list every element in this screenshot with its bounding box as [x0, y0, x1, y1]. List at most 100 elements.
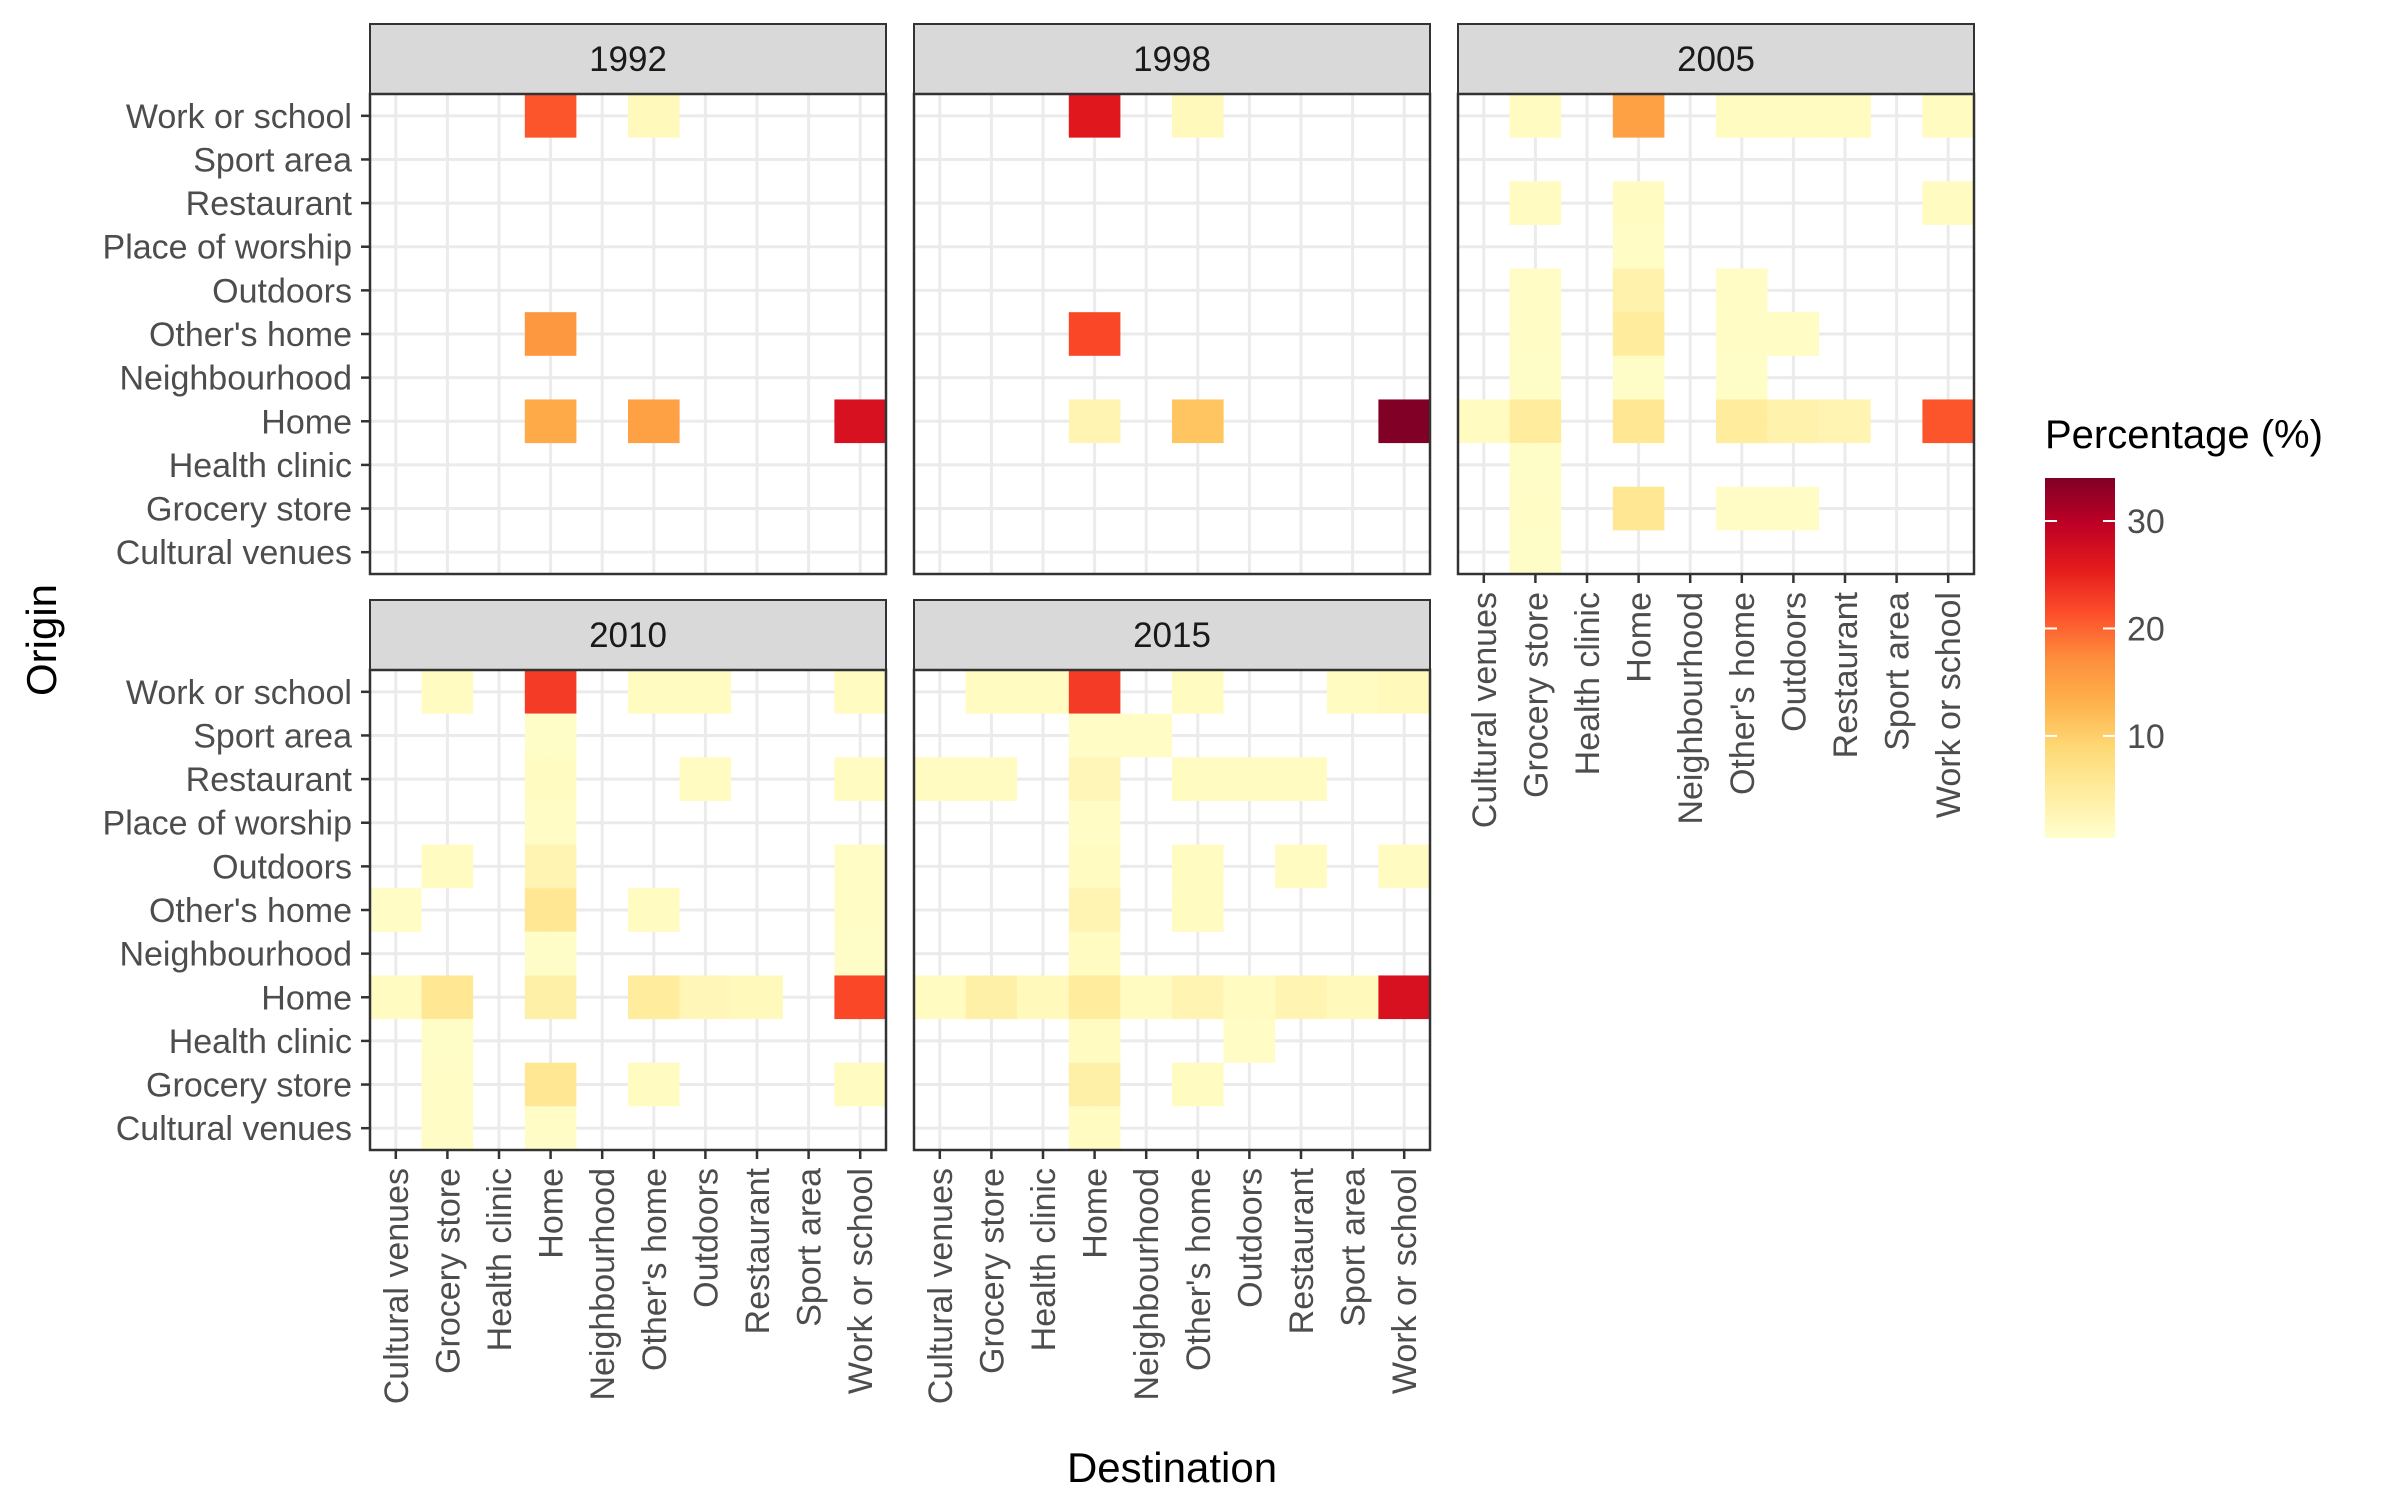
panel-border: [1456, 92, 1976, 576]
heatmap-tile-restaurant-to-cultural-venues: [914, 757, 966, 801]
facet-strip-label: 2010: [589, 616, 667, 655]
heatmap-tile-work-or-school-to-work-or-school: [1922, 94, 1974, 138]
y-tick-label: Restaurant: [186, 761, 353, 799]
facet-strip-label: 2015: [1133, 616, 1211, 655]
y-tick-label: Work or school: [126, 98, 352, 136]
x-tick-label: Work or school: [842, 1168, 880, 1394]
panel-1998: 1998: [912, 23, 1432, 576]
x-tick-label: Other's home: [636, 1168, 674, 1371]
heatmap-tile-grocery-store-to-grocery-store: [421, 1062, 474, 1107]
heatmap-tile-home-to-home: [1068, 399, 1121, 444]
y-tick-label: Neighbourhood: [119, 936, 352, 974]
heatmap-tile-restaurant-to-outdoors: [1223, 757, 1276, 801]
heatmap-tile-home-to-neighbourhood: [1120, 975, 1172, 1020]
x-axis-title: Destination: [1067, 1444, 1277, 1491]
heatmap-tile-other-s-home-to-grocery-store: [1509, 312, 1562, 356]
y-axis-title: Origin: [18, 584, 65, 696]
heatmap-tile-home-to-grocery-store: [1509, 399, 1562, 444]
heatmap-tile-cultural-venues-to-grocery-store: [421, 1106, 474, 1150]
heatmap-tile-work-or-school-to-sport-area: [1326, 670, 1379, 714]
y-tick-label: Neighbourhood: [119, 360, 352, 398]
heatmap-tile-home-to-restaurant: [1275, 975, 1327, 1020]
heatmap-tile-home-to-outdoors: [679, 975, 732, 1020]
y-tick-label: Grocery store: [146, 1067, 352, 1105]
heatmap-tile-other-s-home-to-cultural-venues: [370, 888, 422, 932]
heatmap-tile-work-or-school-to-work-or-school: [1378, 670, 1430, 714]
heatmap-tile-work-or-school-to-other-s-home: [1716, 94, 1768, 138]
heatmap-tile-neighbourhood-to-other-s-home: [1716, 355, 1768, 400]
y-tick-label: Other's home: [149, 316, 352, 354]
heatmap-tile-grocery-store-to-other-s-home: [1716, 486, 1768, 531]
heatmap-tile-grocery-store-to-outdoors: [1767, 486, 1820, 531]
x-tick-label: Sport area: [791, 1168, 829, 1327]
y-tick-label: Sport area: [193, 717, 352, 755]
y-tick-label: Work or school: [126, 674, 352, 712]
heatmap-tile-home-to-work-or-school: [834, 975, 886, 1020]
facet-strip-label: 2005: [1677, 40, 1755, 79]
y-tick-label: Restaurant: [186, 185, 353, 223]
y-tick-label: Health clinic: [169, 1023, 352, 1061]
heatmap-tile-home-to-cultural-venues: [370, 975, 422, 1020]
heatmap-tile-outdoors-to-restaurant: [1275, 844, 1327, 889]
x-tick-label: Outdoors: [687, 1168, 725, 1308]
heatmap-tile-grocery-store-to-home: [1612, 486, 1665, 531]
x-tick-label: Grocery store: [1517, 592, 1555, 798]
heatmap-tile-work-or-school-to-grocery-store: [1509, 94, 1562, 138]
heatmap-tile-home-to-other-s-home: [1716, 399, 1768, 444]
heatmap-tile-other-s-home-to-home: [1068, 312, 1121, 356]
panel-border: [912, 668, 1432, 1152]
x-tick-label: Work or school: [1930, 592, 1968, 818]
x-tick-label: Health clinic: [481, 1168, 519, 1351]
heatmap-tile-work-or-school-to-work-or-school: [834, 670, 886, 714]
heatmap-tile-sport-area-to-home: [524, 713, 577, 758]
heatmap-tile-home-to-grocery-store: [965, 975, 1018, 1020]
heatmap-tile-other-s-home-to-work-or-school: [834, 888, 886, 932]
heatmap-tile-other-s-home-to-other-s-home: [628, 888, 680, 932]
y-tick-label: Cultural venues: [116, 1110, 352, 1148]
y-tick-label: Home: [261, 979, 352, 1017]
y-tick-label: Outdoors: [212, 848, 352, 886]
x-tick-label: Restaurant: [739, 1167, 777, 1334]
heatmap-tile-cultural-venues-to-home: [524, 1106, 577, 1150]
y-tick-label: Sport area: [193, 141, 352, 179]
x-tick-label: Restaurant: [1283, 1167, 1321, 1334]
heatmap-tile-home-to-other-s-home: [1172, 975, 1224, 1020]
heatmap-tile-work-or-school-to-home: [1612, 94, 1665, 138]
heatmap-tile-home-to-work-or-school: [1378, 399, 1430, 444]
x-tick-label: Home: [1077, 1168, 1115, 1259]
heatmap-tile-home-to-home: [524, 399, 577, 444]
panels-layer: 1992 Cultural venues Grocery store Health c…: [103, 23, 1976, 1404]
facet-strip: [913, 599, 1431, 671]
x-tick-label: Health clinic: [1025, 1168, 1063, 1351]
heatmap-tile-home-to-work-or-school: [1922, 399, 1974, 444]
x-tick-label: Cultural venues: [1466, 592, 1504, 828]
x-tick-label: Neighbourhood: [1672, 592, 1710, 825]
heatmap-tile-cultural-venues-to-grocery-store: [1509, 530, 1562, 574]
heatmap-tile-home-to-home: [524, 975, 577, 1020]
heatmap-tile-outdoors-to-home: [1068, 844, 1121, 889]
heatmap-tile-outdoors-to-grocery-store: [421, 844, 474, 889]
heatmap-tile-outdoors-to-work-or-school: [1378, 844, 1430, 889]
y-tick-label: Cultural venues: [116, 534, 352, 572]
heatmap-tile-home-to-other-s-home: [628, 399, 680, 444]
heatmap-tile-home-to-cultural-venues: [1458, 399, 1510, 444]
x-tick-label: Other's home: [1724, 592, 1762, 795]
heatmap-tile-home-to-health-clinic: [1017, 975, 1069, 1020]
heatmap-tile-other-s-home-to-other-s-home: [1172, 888, 1224, 932]
heatmap-tile-work-or-school-to-restaurant: [1819, 94, 1871, 138]
heatmap-tile-restaurant-to-other-s-home: [1172, 757, 1224, 801]
heatmap-tile-other-s-home-to-other-s-home: [1716, 312, 1768, 356]
heatmap-tile-home-to-work-or-school: [834, 399, 886, 444]
heatmap-tile-neighbourhood-to-home: [1068, 931, 1121, 976]
heatmap-tile-work-or-school-to-grocery-store: [421, 670, 474, 714]
x-tick-label: Neighbourhood: [584, 1168, 622, 1401]
heatmap-tile-home-to-restaurant: [1819, 399, 1871, 444]
heatmap-tile-outdoors-to-other-s-home: [1172, 844, 1224, 889]
legend-tick-label: 10: [2127, 718, 2165, 756]
heatmap-tile-sport-area-to-home: [1068, 713, 1121, 758]
heatmap-tile-other-s-home-to-outdoors: [1767, 312, 1820, 356]
facet-strip-label: 1992: [589, 40, 667, 79]
heatmap-tile-grocery-store-to-home: [1068, 1062, 1121, 1107]
heatmap-tile-home-to-outdoors: [1767, 399, 1820, 444]
facet-strip: [369, 23, 887, 95]
